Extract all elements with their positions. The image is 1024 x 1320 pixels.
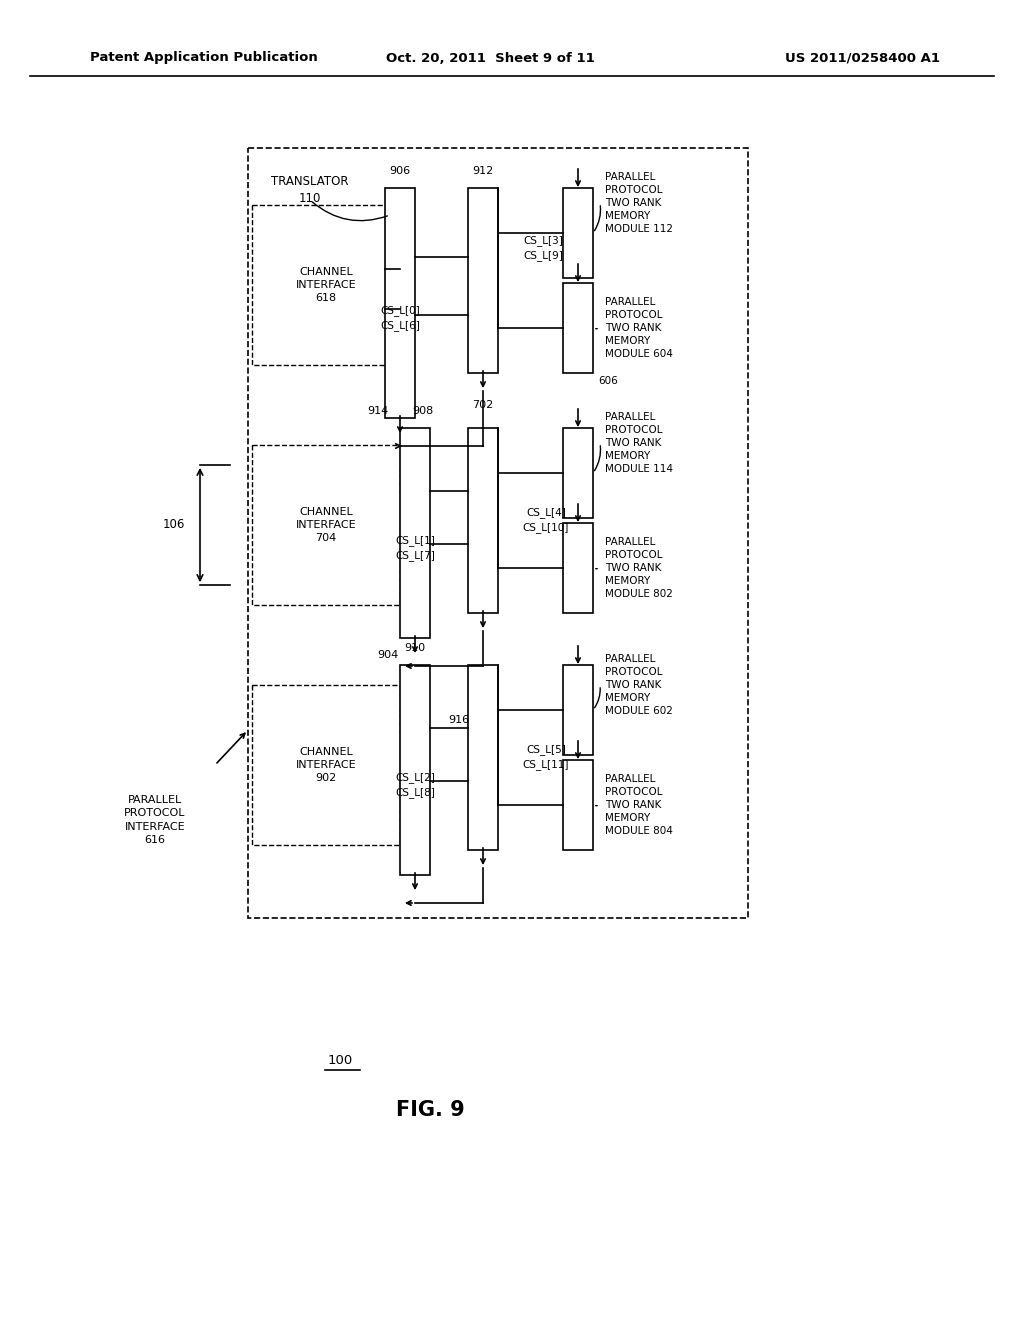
Bar [252, 445, 400, 605]
Text: CS_L[2]
CS_L[8]: CS_L[2] CS_L[8] [395, 772, 435, 797]
Bar [400, 665, 430, 875]
Text: FIG. 9: FIG. 9 [395, 1100, 464, 1119]
Bar [563, 760, 593, 850]
Text: CS_L[5]
CS_L[11]: CS_L[5] CS_L[11] [522, 744, 569, 770]
Text: CS_L[3]
CS_L[9]: CS_L[3] CS_L[9] [523, 235, 563, 260]
Text: CHANNEL
INTERFACE
902: CHANNEL INTERFACE 902 [296, 747, 356, 783]
Text: TRANSLATOR
110: TRANSLATOR 110 [271, 176, 349, 205]
Text: CHANNEL
INTERFACE
704: CHANNEL INTERFACE 704 [296, 507, 356, 544]
Bar [563, 428, 593, 517]
Bar [252, 685, 400, 845]
Bar [468, 187, 498, 374]
Bar [400, 428, 430, 638]
Bar [252, 205, 400, 366]
Text: CS_L[0]
CS_L[6]: CS_L[0] CS_L[6] [380, 305, 420, 330]
Bar [563, 187, 593, 279]
Text: 906: 906 [389, 166, 411, 176]
Bar [563, 665, 593, 755]
Bar [248, 148, 748, 917]
Text: PARALLEL
PROTOCOL
TWO RANK
MEMORY
MODULE 112: PARALLEL PROTOCOL TWO RANK MEMORY MODULE… [605, 172, 673, 235]
Text: 606: 606 [598, 376, 617, 385]
Text: 100: 100 [328, 1053, 352, 1067]
Text: PARALLEL
PROTOCOL
TWO RANK
MEMORY
MODULE 802: PARALLEL PROTOCOL TWO RANK MEMORY MODULE… [605, 537, 673, 599]
Text: PARALLEL
PROTOCOL
TWO RANK
MEMORY
MODULE 604: PARALLEL PROTOCOL TWO RANK MEMORY MODULE… [605, 297, 673, 359]
Text: 904: 904 [378, 649, 398, 660]
Bar [385, 187, 415, 418]
Text: 910: 910 [404, 643, 426, 653]
Text: CS_L[1]
CS_L[7]: CS_L[1] CS_L[7] [395, 536, 435, 561]
Bar [468, 665, 498, 850]
Text: Oct. 20, 2011  Sheet 9 of 11: Oct. 20, 2011 Sheet 9 of 11 [386, 51, 594, 65]
Text: 912: 912 [472, 166, 494, 176]
Text: PARALLEL
PROTOCOL
TWO RANK
MEMORY
MODULE 804: PARALLEL PROTOCOL TWO RANK MEMORY MODULE… [605, 774, 673, 837]
Text: 914: 914 [368, 407, 389, 416]
Text: 702: 702 [472, 400, 494, 411]
Bar [468, 428, 498, 612]
Text: CS_L[4]
CS_L[10]: CS_L[4] CS_L[10] [523, 507, 569, 532]
Bar [563, 523, 593, 612]
Text: 106: 106 [163, 519, 185, 532]
Text: PARALLEL
PROTOCOL
TWO RANK
MEMORY
MODULE 114: PARALLEL PROTOCOL TWO RANK MEMORY MODULE… [605, 412, 673, 474]
Text: Patent Application Publication: Patent Application Publication [90, 51, 317, 65]
Bar [563, 282, 593, 374]
Text: US 2011/0258400 A1: US 2011/0258400 A1 [785, 51, 940, 65]
Text: PARALLEL
PROTOCOL
TWO RANK
MEMORY
MODULE 602: PARALLEL PROTOCOL TWO RANK MEMORY MODULE… [605, 653, 673, 717]
Text: PARALLEL
PROTOCOL
INTERFACE
616: PARALLEL PROTOCOL INTERFACE 616 [124, 795, 185, 845]
Text: CHANNEL
INTERFACE
618: CHANNEL INTERFACE 618 [296, 267, 356, 304]
Text: 908: 908 [413, 407, 433, 416]
Text: 916: 916 [449, 715, 469, 725]
